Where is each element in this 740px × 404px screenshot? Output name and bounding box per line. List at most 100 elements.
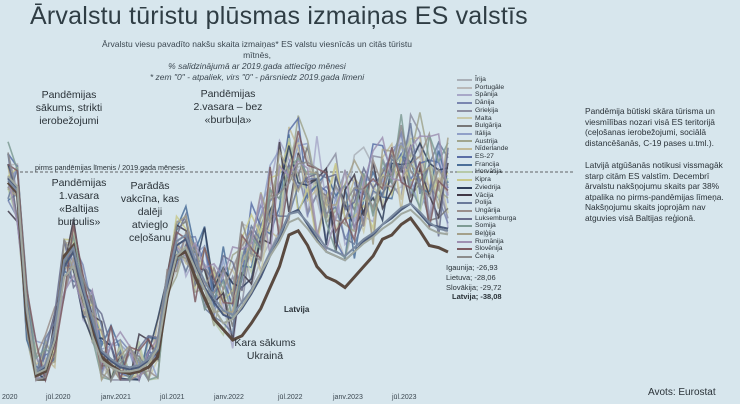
latvija-line-label: Latvija <box>284 305 310 314</box>
legend-item: Vācija <box>457 192 516 200</box>
page-title: Ārvalstu tūristu plūsmas izmaiņas ES val… <box>30 2 528 30</box>
legend-label: Kipra <box>475 176 491 184</box>
end-label-igaunija: Igaunija; -26,93 <box>446 263 498 272</box>
legend-item: ES-27 <box>457 153 516 161</box>
x-tick-label: jūl.2021 <box>160 394 185 401</box>
annotation-line: «Baltijas <box>59 203 99 215</box>
legend-label: Itālija <box>475 129 491 137</box>
legend-item: Čehija <box>457 253 516 261</box>
legend-item: Malta <box>457 115 516 123</box>
legend-swatch <box>457 171 472 174</box>
legend-swatch <box>457 256 472 259</box>
chart-subtitle: Ārvalstu viesu pavadīto nakšu skaita izm… <box>92 39 422 83</box>
legend-swatch <box>457 125 472 128</box>
legend-swatch <box>457 202 472 205</box>
legend-swatch <box>457 163 472 166</box>
legend-swatch <box>457 209 472 212</box>
baseline-label: pirms pandēmijas līmenis / 2019.gada mēn… <box>35 163 185 172</box>
x-tick-label: jūl.2023 <box>392 394 417 401</box>
annotation-line: atviegļo <box>131 219 169 231</box>
legend-label: Grieķija <box>475 106 499 114</box>
legend-label: Luksemburga <box>475 214 517 222</box>
x-tick-label: janv.2021 <box>101 394 131 401</box>
annotation-second-summer: Pandēmijas 2.vasara – bez «burbuļa» <box>180 88 276 127</box>
annotation-pandemic-start: Pandēmijas sākums, strikti ierobežojumi <box>24 89 114 128</box>
legend-label: Zviedrija <box>475 183 501 191</box>
series-line-rumānija <box>7 132 449 383</box>
legend-label: Austrija <box>475 137 498 145</box>
legend-swatch <box>457 232 472 235</box>
chart-legend: Īrija Portugāle Spānija Dānija Grieķija Malta… <box>457 76 516 261</box>
legend-item: Zviedrija <box>457 184 516 192</box>
legend-item: Nīderlande <box>457 145 516 153</box>
legend-item: Kipra <box>457 176 516 184</box>
legend-label: Čehija <box>475 253 495 261</box>
annotation-line: Pandēmijas <box>51 177 107 189</box>
subtitle-line-2: % salīdzinājumā ar 2019.gada attiecīgo m… <box>168 61 346 71</box>
legend-swatch <box>457 86 472 89</box>
legend-item: Ungārija <box>457 207 516 215</box>
legend-item: Slovēnija <box>457 245 516 253</box>
legend-label: Polija <box>475 199 492 207</box>
x-tick-label: jūl.2022 <box>278 394 303 401</box>
annotation-line: burbulis» <box>57 216 101 228</box>
series-line-čehija <box>7 124 449 383</box>
annotation-line: ceļošanu <box>128 232 172 244</box>
legend-swatch <box>457 178 472 181</box>
legend-label: Bulgārija <box>475 122 502 130</box>
legend-swatch <box>457 225 472 228</box>
legend-swatch <box>457 109 472 112</box>
subtitle-line-1: Ārvalstu viesu pavadīto nakšu skaita izm… <box>102 39 412 60</box>
legend-label: Francija <box>475 160 500 168</box>
legend-item: Portugāle <box>457 84 516 92</box>
right-paragraph-2: Latvijā atgūšanās notikusi vissmagāk sta… <box>585 160 724 223</box>
legend-label: ES-27 <box>475 153 494 161</box>
legend-item: Rumānija <box>457 238 516 246</box>
annotation-line: dalēji <box>137 206 163 218</box>
legend-item: Itālija <box>457 130 516 138</box>
legend-swatch <box>457 248 472 251</box>
legend-swatch <box>457 140 472 143</box>
legend-swatch <box>457 148 472 151</box>
series-line-igaunija <box>7 177 449 376</box>
legend-label: Spānija <box>475 91 498 99</box>
right-paragraph-1: Pandēmija būtiski skāra tūrisma un viesm… <box>585 106 715 148</box>
legend-swatch <box>457 132 472 135</box>
legend-item: Luksemburga <box>457 215 516 223</box>
legend-label: Malta <box>475 114 492 122</box>
legend-label: Somija <box>475 222 496 230</box>
annotation-line: «burbuļa» <box>204 114 252 126</box>
legend-swatch <box>457 78 472 81</box>
annotation-line: vakcīna, kas <box>120 193 180 205</box>
annotation-line: sākums, strikti <box>35 102 103 114</box>
legend-swatch <box>457 94 472 97</box>
annotation-line: 2.vasara – bez <box>193 101 263 113</box>
x-tick-label: 2020 <box>2 394 18 401</box>
legend-item: Dānija <box>457 99 516 107</box>
annotation-first-summer: Pandēmijas 1.vasara «Baltijas burbulis» <box>44 177 114 229</box>
legend-item: Bulgārija <box>457 122 516 130</box>
legend-item: Īrija <box>457 76 516 84</box>
annotation-war-start: Kara sākums Ukrainā <box>226 337 304 363</box>
source-label: Avots: Eurostat <box>648 387 716 398</box>
legend-label: Ungārija <box>475 206 501 214</box>
legend-swatch <box>457 240 472 243</box>
series-line-slovēnija <box>7 130 449 383</box>
annotation-line: Pandēmijas <box>200 88 256 100</box>
annotation-vaccine: Parādās vakcīna, kas dalēji atviegļo ceļ… <box>116 180 184 245</box>
legend-label: Rumānija <box>475 237 504 245</box>
legend-item: Grieķija <box>457 107 516 115</box>
legend-item: Spānija <box>457 91 516 99</box>
x-tick-label: janv.2022 <box>214 394 244 401</box>
end-label-slovakija: Slovākija; -29,72 <box>446 283 502 292</box>
legend-item: Horvātija <box>457 168 516 176</box>
subtitle-line-3: * zem "0" - atpaliek, virs "0" - pārsnie… <box>149 72 365 82</box>
series-line-beļģija <box>7 137 449 383</box>
legend-swatch <box>457 217 472 220</box>
legend-label: Īrija <box>475 76 486 83</box>
legend-item: Polija <box>457 199 516 207</box>
annotation-line: 1.vasara <box>58 190 100 202</box>
x-tick-label: jūl.2020 <box>46 394 71 401</box>
legend-item: Austrija <box>457 138 516 146</box>
